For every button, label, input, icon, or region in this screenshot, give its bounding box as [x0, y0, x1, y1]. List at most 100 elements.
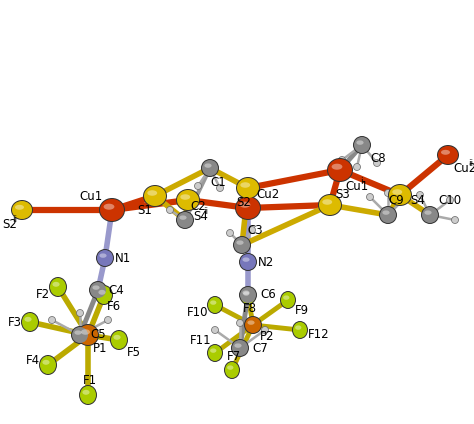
Ellipse shape: [283, 296, 290, 300]
Text: P1: P1: [93, 341, 108, 354]
Text: C1: C1: [210, 176, 226, 190]
Text: S1: S1: [137, 204, 152, 217]
Ellipse shape: [96, 286, 112, 304]
Ellipse shape: [144, 186, 166, 206]
Ellipse shape: [210, 300, 217, 305]
Ellipse shape: [50, 278, 66, 296]
Ellipse shape: [202, 160, 218, 176]
Text: C5: C5: [90, 329, 106, 341]
Ellipse shape: [236, 177, 260, 199]
Text: F6: F6: [107, 301, 121, 313]
Text: i: i: [361, 178, 363, 187]
Ellipse shape: [24, 317, 32, 322]
Text: C4: C4: [108, 284, 124, 296]
Ellipse shape: [166, 206, 173, 214]
Ellipse shape: [217, 184, 224, 192]
Ellipse shape: [82, 390, 90, 395]
Ellipse shape: [39, 355, 57, 375]
Ellipse shape: [231, 339, 249, 357]
Ellipse shape: [176, 189, 200, 211]
Ellipse shape: [76, 310, 83, 316]
Ellipse shape: [332, 164, 342, 170]
Ellipse shape: [208, 345, 222, 361]
Ellipse shape: [318, 194, 342, 216]
Ellipse shape: [179, 215, 187, 220]
Text: C3: C3: [247, 224, 263, 237]
Ellipse shape: [237, 178, 259, 198]
Ellipse shape: [240, 287, 256, 303]
Ellipse shape: [74, 330, 82, 335]
Ellipse shape: [89, 281, 107, 299]
Ellipse shape: [452, 217, 458, 223]
Text: C6: C6: [260, 288, 276, 301]
Ellipse shape: [242, 290, 250, 295]
Ellipse shape: [235, 343, 242, 348]
Ellipse shape: [319, 195, 341, 215]
Ellipse shape: [239, 202, 250, 208]
Ellipse shape: [366, 193, 374, 201]
Text: ii: ii: [12, 215, 18, 224]
Ellipse shape: [240, 182, 250, 188]
Ellipse shape: [48, 316, 55, 324]
Ellipse shape: [234, 237, 250, 253]
Ellipse shape: [237, 240, 244, 245]
Ellipse shape: [244, 316, 262, 334]
Ellipse shape: [338, 156, 346, 164]
Ellipse shape: [194, 182, 201, 190]
Ellipse shape: [12, 201, 32, 219]
Ellipse shape: [441, 150, 450, 155]
Ellipse shape: [104, 204, 114, 210]
Ellipse shape: [438, 146, 458, 164]
Ellipse shape: [389, 185, 411, 205]
Ellipse shape: [322, 199, 332, 205]
Ellipse shape: [295, 325, 301, 330]
Ellipse shape: [72, 327, 88, 343]
Ellipse shape: [237, 320, 244, 326]
Text: F4: F4: [26, 354, 40, 366]
Ellipse shape: [293, 322, 307, 338]
Ellipse shape: [90, 282, 106, 298]
Ellipse shape: [99, 198, 125, 222]
Text: C7: C7: [252, 341, 268, 354]
Ellipse shape: [53, 282, 60, 287]
Ellipse shape: [211, 326, 219, 334]
Ellipse shape: [207, 344, 223, 362]
Text: ii: ii: [203, 207, 209, 217]
Ellipse shape: [424, 210, 432, 215]
Text: F5: F5: [127, 346, 141, 359]
Text: S2: S2: [236, 196, 251, 209]
Ellipse shape: [180, 194, 190, 200]
Text: S2: S2: [2, 218, 17, 231]
Ellipse shape: [280, 291, 296, 309]
Ellipse shape: [227, 229, 234, 237]
Text: F2: F2: [36, 288, 50, 301]
Ellipse shape: [81, 329, 90, 335]
Ellipse shape: [236, 197, 260, 219]
Ellipse shape: [353, 136, 371, 154]
Ellipse shape: [241, 288, 255, 304]
Text: Cu1: Cu1: [345, 179, 368, 192]
Ellipse shape: [262, 326, 268, 334]
Ellipse shape: [204, 163, 211, 168]
Text: S3: S3: [335, 189, 350, 201]
Ellipse shape: [354, 164, 361, 170]
Ellipse shape: [245, 317, 261, 333]
Ellipse shape: [247, 321, 255, 325]
Ellipse shape: [239, 286, 257, 304]
Ellipse shape: [97, 250, 113, 266]
Text: Cu1: Cu1: [79, 190, 102, 204]
Ellipse shape: [421, 206, 439, 224]
Ellipse shape: [96, 249, 114, 267]
Text: ii: ii: [469, 159, 474, 168]
Ellipse shape: [422, 207, 438, 223]
Ellipse shape: [242, 257, 250, 262]
Ellipse shape: [80, 386, 96, 404]
Text: F10: F10: [187, 307, 209, 320]
Text: S4: S4: [193, 209, 208, 223]
Text: F9: F9: [295, 304, 309, 316]
Ellipse shape: [227, 365, 233, 370]
Ellipse shape: [243, 291, 249, 296]
Ellipse shape: [417, 192, 423, 198]
Text: C2: C2: [190, 200, 206, 212]
Ellipse shape: [78, 325, 98, 345]
